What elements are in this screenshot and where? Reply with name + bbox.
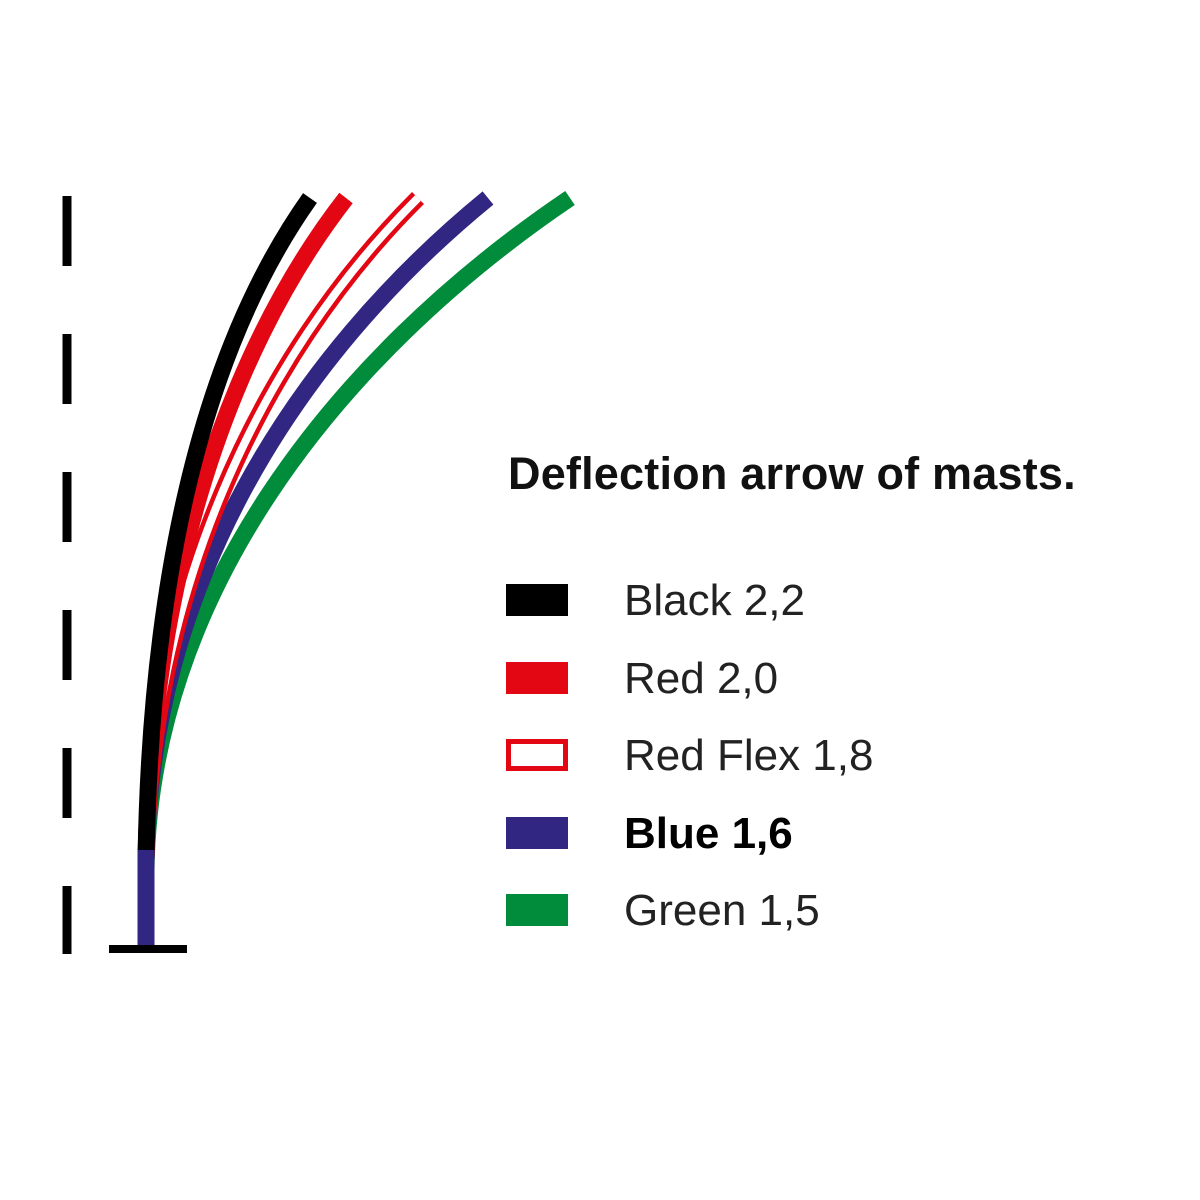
legend-item: Blue 1,6 (506, 809, 1166, 858)
legend-item: Red 2,0 (506, 654, 1166, 703)
legend-item: Green 1,5 (506, 886, 1166, 935)
diagram-title: Deflection arrow of masts. (508, 448, 1076, 499)
legend-label: Red 2,0 (624, 653, 779, 703)
legend-swatch (506, 894, 568, 926)
legend-swatch (506, 661, 568, 694)
legend-swatch (506, 816, 568, 849)
legend-swatch (506, 739, 568, 771)
legend-swatch (506, 584, 568, 616)
legend-item: Black 2,2 (506, 576, 1166, 625)
legend-item: Red Flex 1,8 (506, 731, 1166, 780)
legend-label: Green 1,5 (624, 886, 820, 935)
legend-label: Black 2,2 (624, 576, 805, 625)
legend-label: Blue 1,6 (624, 808, 793, 858)
legend-label: Red Flex 1,8 (624, 731, 874, 780)
mast-curve-black (137, 193, 317, 945)
